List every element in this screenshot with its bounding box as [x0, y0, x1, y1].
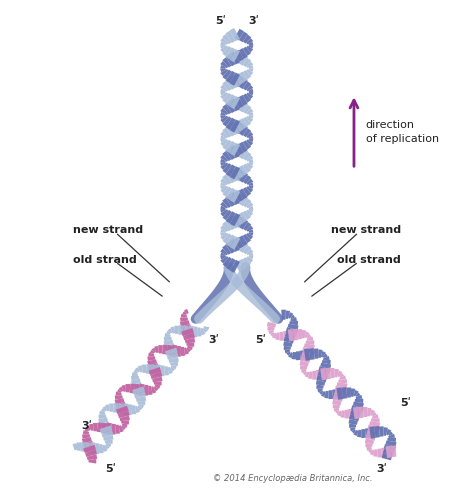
Text: 3ʹ: 3ʹ [376, 464, 388, 473]
Text: new strand: new strand [331, 225, 401, 235]
Text: 5ʹ: 5ʹ [255, 335, 266, 345]
Text: 3ʹ: 3ʹ [248, 17, 259, 26]
Text: 3ʹ: 3ʹ [208, 335, 219, 345]
Text: old strand: old strand [337, 255, 401, 265]
Text: 5ʹ: 5ʹ [400, 398, 411, 408]
Text: © 2014 Encyclopædia Britannica, Inc.: © 2014 Encyclopædia Britannica, Inc. [213, 474, 373, 483]
Text: 3ʹ: 3ʹ [82, 422, 93, 431]
Text: direction
of replication: direction of replication [365, 120, 439, 143]
Text: 5ʹ: 5ʹ [105, 464, 116, 473]
Text: new strand: new strand [73, 225, 143, 235]
Text: 5ʹ: 5ʹ [215, 17, 226, 26]
Text: old strand: old strand [73, 255, 137, 265]
